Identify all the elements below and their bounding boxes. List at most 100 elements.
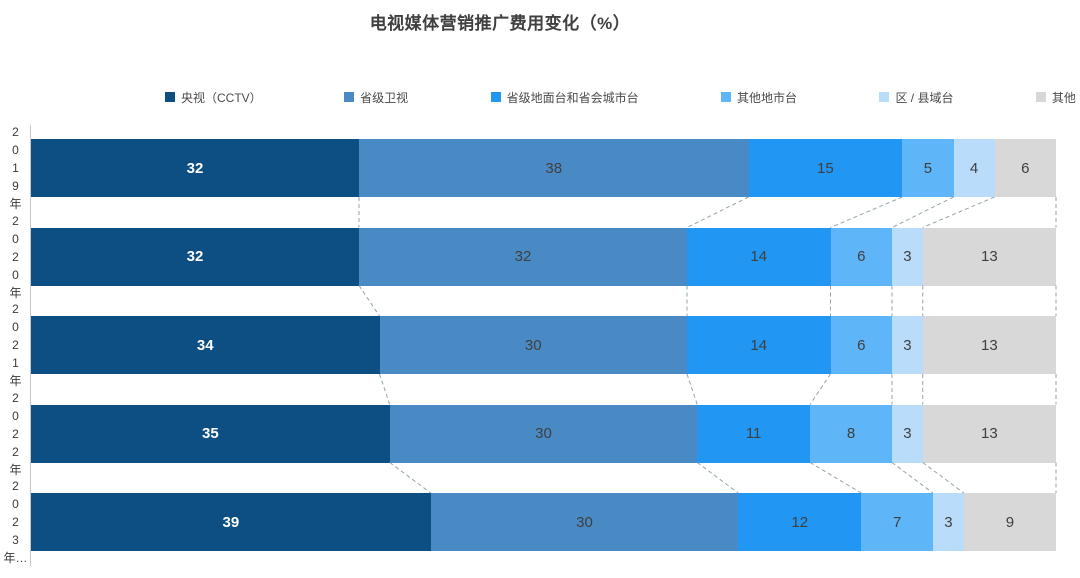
- bar-segment: 15: [748, 139, 903, 197]
- bar-segment: 12: [738, 493, 862, 551]
- connector-line: [830, 196, 903, 228]
- segment-value-label: 39: [222, 513, 240, 531]
- legend-label: 区 / 县域台: [895, 90, 954, 105]
- legend-item-1: 省级卫视: [344, 89, 408, 106]
- legend-item-3: 其他地市台: [721, 89, 797, 106]
- segment-value-label: 32: [186, 248, 204, 265]
- legend-item-2: 省级地面台和省会城市台: [490, 89, 639, 106]
- segment-value-label: 30: [524, 336, 542, 354]
- y-axis-label: 2 0 2 3 年…: [3, 479, 28, 565]
- bar-row-0: 32 38 15 5 4 6: [31, 139, 1056, 197]
- bar-segment: 13: [922, 316, 1056, 374]
- segment-value-label: 7: [892, 513, 902, 531]
- segment-value-label: 3: [944, 513, 953, 531]
- bar-segment: 38: [359, 139, 749, 197]
- segment-value-label: 32: [514, 248, 532, 265]
- segment-value-label: 6: [1021, 159, 1030, 177]
- segment-value-label: 32: [186, 159, 204, 177]
- segment-value-label: 6: [857, 336, 866, 354]
- legend: 央视（CCTV） 省级卫视 省级地面台和省会城市台 其他地市台 区 / 县域台 其他: [165, 88, 1076, 106]
- segment-value-label: 30: [576, 513, 593, 531]
- bar-row-1: 32 32 14 6 3 13: [31, 227, 1056, 286]
- segment-value-label: 6: [857, 248, 866, 265]
- bar-segment: 9: [963, 493, 1056, 551]
- legend-label: 其他: [1051, 90, 1076, 105]
- segment-value-label: 5: [923, 159, 933, 177]
- legend-label: 省级地面台和省会城市台: [506, 90, 639, 105]
- connector-line: [891, 462, 934, 494]
- segment-value-label: 35: [202, 425, 219, 442]
- y-axis-line: [30, 125, 31, 566]
- segment-value-label: 14: [750, 336, 768, 354]
- bar-segment: 39: [31, 493, 431, 551]
- segment-value-label: 15: [817, 159, 834, 177]
- legend-swatch-icon: [490, 92, 501, 102]
- bar-row-4: 39 30 12 7 3 9: [31, 493, 1056, 551]
- segment-value-label: 14: [750, 248, 768, 265]
- bar-segment: 34: [31, 316, 380, 374]
- bar-segment: 13: [922, 404, 1056, 463]
- bar-segment: 7: [861, 493, 933, 551]
- bar-segment: 3: [892, 316, 923, 374]
- segment-value-label: 13: [981, 425, 998, 442]
- connector-line: [922, 196, 995, 228]
- legend-item-4: 区 / 县域台: [879, 89, 953, 106]
- bar-segment: 32: [359, 227, 687, 286]
- segment-value-label: 38: [545, 159, 563, 177]
- segment-value-label: 8: [846, 425, 856, 442]
- legend-swatch-icon: [721, 92, 732, 102]
- legend-label: 其他地市台: [737, 90, 798, 105]
- segment-value-label: 13: [981, 248, 998, 265]
- legend-swatch-icon: [165, 92, 175, 102]
- legend-label: 省级卫视: [360, 90, 409, 105]
- segment-value-label: 3: [903, 248, 912, 265]
- connector-line: [891, 196, 954, 228]
- bar-segment: 6: [994, 139, 1056, 197]
- legend-item-0: 央视（CCTV）: [165, 89, 262, 106]
- legend-label: 央视（CCTV）: [181, 90, 262, 105]
- segment-value-label: 3: [903, 425, 912, 442]
- bar-segment: 35: [31, 404, 390, 463]
- bar-segment: 4: [953, 139, 995, 197]
- connector-line: [696, 462, 739, 494]
- legend-swatch-icon: [1035, 92, 1046, 102]
- bar-segment: 6: [830, 227, 892, 286]
- segment-value-label: 34: [196, 336, 214, 354]
- bar-segment: 14: [687, 316, 831, 374]
- bar-segment: 30: [430, 493, 739, 551]
- segment-value-label: 9: [1005, 513, 1015, 531]
- bar-segment: 32: [31, 139, 359, 197]
- legend-swatch-icon: [879, 92, 890, 102]
- connector-line: [809, 462, 862, 494]
- connector-line: [358, 285, 380, 317]
- segment-value-label: 4: [969, 159, 979, 177]
- bar-segment: 3: [892, 227, 923, 286]
- bar-segment: 13: [922, 227, 1056, 286]
- legend-item-5: 其他: [1035, 89, 1076, 106]
- bar-row-2: 34 30 14 6 3 13: [31, 316, 1056, 374]
- connector-line: [809, 373, 831, 405]
- segment-value-label: 3: [903, 336, 912, 354]
- bar-segment: 11: [697, 404, 810, 463]
- connector-line: [686, 196, 749, 228]
- bar-segment: 5: [902, 139, 954, 197]
- bar-row-3: 35 30 11 8 3 13: [31, 404, 1056, 463]
- connector-line: [379, 373, 391, 405]
- bar-segment: 6: [830, 316, 892, 374]
- bar-segment: 3: [892, 404, 923, 463]
- segment-value-label: 13: [981, 336, 998, 354]
- bar-segment: 14: [687, 227, 831, 286]
- connector-line: [686, 373, 698, 405]
- bar-segment: 3: [933, 493, 964, 551]
- bar-segment: 32: [31, 227, 359, 286]
- bar-segment: 30: [389, 404, 698, 463]
- segment-value-label: 12: [791, 513, 809, 531]
- bar-segment: 8: [810, 404, 892, 463]
- bar-segment: 30: [379, 316, 687, 374]
- connector-line: [922, 462, 965, 494]
